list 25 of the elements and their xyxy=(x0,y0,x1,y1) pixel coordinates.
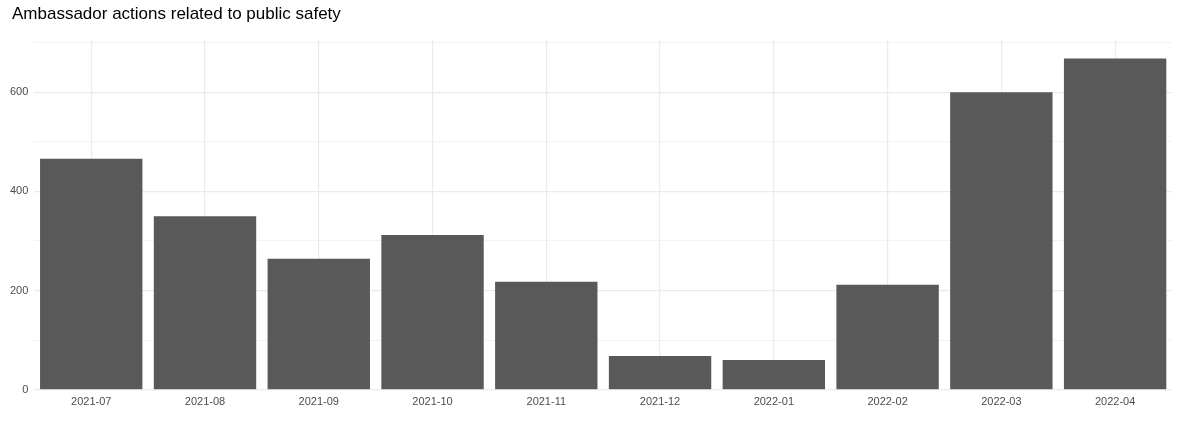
x-tick-label: 2021-09 xyxy=(298,395,339,408)
x-tick-label: 2022-03 xyxy=(981,395,1022,408)
y-tick-label: 600 xyxy=(9,85,29,98)
x-tick-label: 2021-11 xyxy=(526,395,567,408)
bar xyxy=(267,258,370,390)
x-tick-label: 2021-08 xyxy=(184,395,226,408)
bar xyxy=(836,284,939,390)
bar xyxy=(722,360,826,390)
bar xyxy=(381,235,484,390)
x-tick-label: 2021-10 xyxy=(412,395,453,408)
y-tick-label: 400 xyxy=(9,184,29,197)
x-tick-label: 2022-04 xyxy=(1094,395,1136,408)
x-tick-label: 2021-07 xyxy=(71,395,112,408)
y-tick-label: 200 xyxy=(9,283,29,296)
bar xyxy=(1063,58,1167,390)
y-tick-label: 0 xyxy=(22,382,29,395)
x-tick-label: 2022-01 xyxy=(753,395,795,408)
chart-title: Ambassador actions related to public safety xyxy=(12,4,341,24)
bar xyxy=(950,92,1053,390)
bar xyxy=(40,158,143,390)
bar xyxy=(153,216,257,390)
bar xyxy=(608,356,712,390)
x-tick-label: 2022-02 xyxy=(867,395,908,408)
bar xyxy=(495,281,598,390)
x-tick-label: 2021-12 xyxy=(639,395,681,408)
